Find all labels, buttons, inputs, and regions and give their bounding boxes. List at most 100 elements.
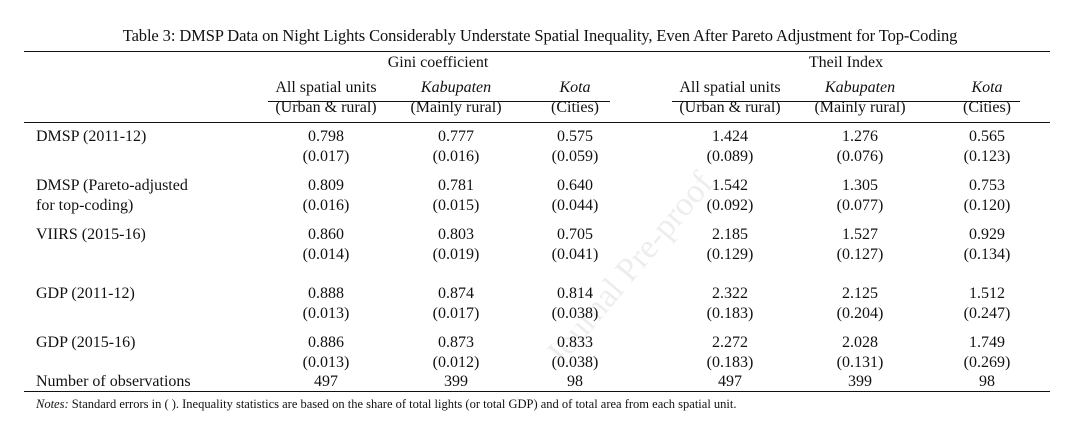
table-cell-stderr: (0.127) <box>836 246 884 263</box>
table-cell-stderr: (0.038) <box>551 354 599 371</box>
table-cell-observations: 399 <box>848 373 872 390</box>
column-header-line2: (Urban & rural) <box>275 99 377 116</box>
table-notes: Notes: Standard errors in ( ). Inequalit… <box>36 397 737 412</box>
table-cell-stderr: (0.089) <box>706 148 754 165</box>
column-header-line2: (Cities) <box>551 99 599 116</box>
table-cell-stderr: (0.077) <box>836 197 884 214</box>
table-cell-value: 0.860 <box>308 226 344 243</box>
column-header-line2: (Mainly rural) <box>410 99 502 116</box>
table-cell-stderr: (0.044) <box>551 197 599 214</box>
table-cell-value: 2.028 <box>842 334 878 351</box>
table-cell-stderr: (0.134) <box>963 246 1011 263</box>
table-cell-value: 1.512 <box>969 285 1005 302</box>
column-header: All spatial units (Urban & rural) <box>264 78 388 118</box>
row-label: DMSP (2011-12) <box>36 127 146 147</box>
row-label-line1: GDP (2015-16) <box>36 334 136 351</box>
notes-label: Notes: <box>36 397 69 411</box>
column-header: Kabupaten (Mainly rural) <box>394 78 518 118</box>
row-label-line1: DMSP (2011-12) <box>36 128 147 145</box>
table-cell-value: 1.542 <box>712 177 748 194</box>
table-cell-stderr: (0.016) <box>432 148 480 165</box>
table-cell-value: 0.575 <box>557 128 593 145</box>
column-header-line1: Kota <box>559 79 591 96</box>
column-header-line1: Kabupaten <box>420 79 492 96</box>
table-caption: Table 3: DMSP Data on Night Lights Consi… <box>122 26 958 45</box>
table-cell-value: 2.272 <box>712 334 748 351</box>
table-cell-stderr: (0.041) <box>551 246 599 263</box>
table-cell-value: 0.886 <box>308 334 344 351</box>
table-cell-stderr: (0.183) <box>706 354 754 371</box>
table-cell-stderr: (0.015) <box>432 197 480 214</box>
table-cell-stderr: (0.013) <box>302 305 350 322</box>
row-label-observations: Number of observations <box>36 373 191 390</box>
column-header-line2: (Urban & rural) <box>679 99 781 116</box>
table-cell-observations: 98 <box>567 373 583 390</box>
table-cell-value: 0.640 <box>557 177 593 194</box>
table-cell-stderr: (0.269) <box>963 354 1011 371</box>
table-cell-value: 0.705 <box>557 226 593 243</box>
table-cell-value: 0.753 <box>969 177 1005 194</box>
column-header-line1: All spatial units <box>679 79 781 96</box>
row-label: GDP (2011-12) <box>36 284 135 304</box>
column-header: Kabupaten (Mainly rural) <box>798 78 922 118</box>
table-cell-stderr: (0.129) <box>706 246 754 263</box>
table-cell-stderr: (0.059) <box>551 148 599 165</box>
table-cell-observations: 399 <box>444 373 468 390</box>
column-header-line2: (Mainly rural) <box>814 99 906 116</box>
table-cell-stderr: (0.013) <box>302 354 350 371</box>
table-cell-value: 0.873 <box>438 334 474 351</box>
table-cell-value: 2.322 <box>712 285 748 302</box>
row-label-line1: VIIRS (2015-16) <box>36 226 146 243</box>
table-header-rule <box>24 122 1050 123</box>
theil-underline <box>672 101 1020 102</box>
table-cell-value: 0.814 <box>557 285 593 302</box>
table-cell-value: 1.424 <box>712 128 748 145</box>
table-cell-value: 2.125 <box>842 285 878 302</box>
table-cell-stderr: (0.017) <box>432 305 480 322</box>
table-cell-value: 2.185 <box>712 226 748 243</box>
row-label-line1: GDP (2011-12) <box>36 285 135 302</box>
table-cell-observations: 98 <box>979 373 995 390</box>
table-cell-stderr: (0.204) <box>836 305 884 322</box>
table-cell-stderr: (0.019) <box>432 246 480 263</box>
table-cell-value: 0.888 <box>308 285 344 302</box>
table-cell-value: 0.874 <box>438 285 474 302</box>
column-header: All spatial units (Urban & rural) <box>668 78 792 118</box>
table-cell-value: 0.777 <box>438 128 474 145</box>
row-label: GDP (2015-16) <box>36 333 135 353</box>
table-cell-stderr: (0.038) <box>551 305 599 322</box>
table-cell-value: 1.749 <box>969 334 1005 351</box>
group-header-gini: Gini coefficient <box>387 54 489 71</box>
row-label: DMSP (Pareto-adjusted for top-coding) <box>36 176 188 216</box>
table-cell-stderr: (0.092) <box>706 197 754 214</box>
column-header-line2: (Cities) <box>963 99 1011 116</box>
table-cell-value: 0.833 <box>557 334 593 351</box>
table-cell-value: 1.305 <box>842 177 878 194</box>
column-header-line1: All spatial units <box>275 79 377 96</box>
table-cell-stderr: (0.012) <box>432 354 480 371</box>
group-header-theil: Theil Index <box>808 54 884 71</box>
column-header: Kota (Cities) <box>932 78 1042 118</box>
table-cell-stderr: (0.016) <box>302 197 350 214</box>
table-cell-value: 0.565 <box>969 128 1005 145</box>
gini-underline <box>268 101 610 102</box>
notes-text: Standard errors in ( ). Inequality stati… <box>68 397 737 411</box>
table-cell-observations: 497 <box>314 373 338 390</box>
table-cell-stderr: (0.014) <box>302 246 350 263</box>
table-cell-stderr: (0.183) <box>706 305 754 322</box>
table-cell-stderr: (0.123) <box>963 148 1011 165</box>
table-cell-stderr: (0.120) <box>963 197 1011 214</box>
table-cell-observations: 497 <box>718 373 742 390</box>
column-header: Kota (Cities) <box>520 78 630 118</box>
table-cell-value: 0.929 <box>969 226 1005 243</box>
column-header-line1: Kota <box>971 79 1003 96</box>
table-cell-value: 0.803 <box>438 226 474 243</box>
row-label-line1: DMSP (Pareto-adjusted <box>36 177 188 194</box>
table-bottom-rule <box>24 391 1050 392</box>
row-label-line2: for top-coding) <box>36 197 134 214</box>
table-cell-value: 0.809 <box>308 177 344 194</box>
table-cell-stderr: (0.076) <box>836 148 884 165</box>
table-cell-value: 1.527 <box>842 226 878 243</box>
column-header-line1: Kabupaten <box>824 79 896 96</box>
table-cell-value: 0.798 <box>308 128 344 145</box>
